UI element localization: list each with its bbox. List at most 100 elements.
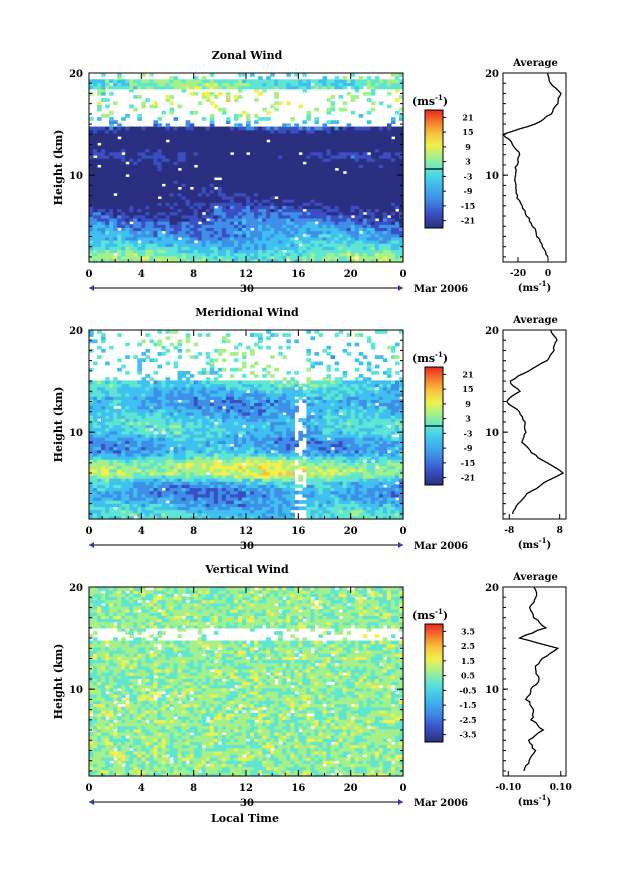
heatmap-cell <box>350 154 356 159</box>
heatmap-cell <box>177 221 183 225</box>
heatmap-cell <box>390 512 396 517</box>
heatmap-cell <box>121 249 126 254</box>
heatmap-cell <box>278 101 283 106</box>
heatmap-cell <box>213 126 219 131</box>
heatmap-cell <box>89 496 94 501</box>
heatmap-cell <box>254 98 259 102</box>
heatmap-cell <box>286 481 291 485</box>
heatmap-cell <box>282 258 287 263</box>
heatmap-cell <box>250 154 255 159</box>
heatmap-cell <box>133 170 138 175</box>
heatmap-cell <box>290 126 295 131</box>
heatmap-cell <box>149 471 155 476</box>
heatmap-cell <box>173 186 179 191</box>
heatmap-cell <box>97 189 102 194</box>
heatmap-cell <box>266 252 271 257</box>
heatmap-cell <box>109 148 114 153</box>
heatmap-cell <box>286 211 291 216</box>
heatmap-cell <box>258 79 263 84</box>
heatmap-cell <box>121 471 126 476</box>
heatmap-cell <box>322 145 328 150</box>
heatmap-cell <box>121 117 126 121</box>
heatmap-cell <box>274 199 279 203</box>
heatmap-cell <box>153 239 159 244</box>
heatmap-cell <box>350 474 356 479</box>
heatmap-cell <box>89 474 94 479</box>
heatmap-cell <box>225 208 231 213</box>
heatmap-cell <box>153 148 159 153</box>
heatmap-cell <box>262 208 267 213</box>
heatmap-cell <box>197 227 203 232</box>
heatmap-cell <box>113 167 118 172</box>
heatmap-cell <box>370 202 376 206</box>
heatmap-cell <box>189 126 195 131</box>
heatmap-cell <box>137 474 142 479</box>
heatmap-cell <box>145 481 150 485</box>
heatmap-cell <box>141 230 146 235</box>
heatmap-cell <box>274 158 279 162</box>
heatmap-cell <box>161 167 167 172</box>
heatmap-cell <box>117 173 122 178</box>
heatmap-cell <box>330 189 336 194</box>
heatmap-cell <box>141 243 146 247</box>
heatmap-cell <box>266 239 271 244</box>
heatmap-cell <box>370 252 376 257</box>
heatmap-cell <box>318 224 324 228</box>
heatmap-cell <box>169 101 175 106</box>
heatmap-cell <box>398 255 404 260</box>
heatmap-cell <box>181 211 187 216</box>
heatmap-cell <box>270 176 275 181</box>
heatmap-cell <box>113 129 118 134</box>
heatmap-cell <box>189 136 195 140</box>
heatmap-cell <box>270 164 275 169</box>
heatmap-cell <box>101 202 106 206</box>
heatmap-cell <box>121 484 126 489</box>
heatmap-cell <box>193 79 199 84</box>
heatmap-cell <box>386 506 392 511</box>
heatmap-cell <box>193 490 199 495</box>
heatmap-cell <box>398 107 404 112</box>
heatmap-cell <box>121 214 126 219</box>
heatmap-cell <box>314 117 320 121</box>
heatmap-cell <box>129 211 134 216</box>
heatmap-cell <box>330 136 336 140</box>
heatmap-cell <box>189 205 195 210</box>
heatmap-cell <box>362 246 368 250</box>
heatmap-cell <box>250 512 255 517</box>
heatmap-cell <box>209 136 215 140</box>
heatmap-cell <box>262 503 267 507</box>
heatmap-cell <box>346 496 352 501</box>
heatmap-cell <box>274 252 279 257</box>
heatmap-cell <box>390 474 396 479</box>
heatmap-cell <box>209 161 215 165</box>
heatmap-cell <box>266 110 271 115</box>
heatmap-cell <box>109 189 114 194</box>
heatmap-cell <box>213 506 219 511</box>
heatmap-cell <box>97 249 102 254</box>
heatmap-cell <box>153 139 159 143</box>
heatmap-cell <box>181 233 187 238</box>
heatmap-cell <box>105 239 110 244</box>
heatmap-cell <box>274 148 279 153</box>
heatmap-cell <box>121 176 126 181</box>
heatmap-cell <box>350 132 356 137</box>
heatmap-cell <box>161 199 167 203</box>
heatmap-cell <box>149 252 155 257</box>
heatmap-cell <box>161 186 167 191</box>
heatmap-cell <box>270 503 275 507</box>
heatmap-cell <box>358 205 364 210</box>
heatmap-cell <box>358 258 364 263</box>
heatmap-cell <box>358 246 364 250</box>
heatmap-cell <box>209 113 215 118</box>
heatmap-cell <box>205 503 211 507</box>
heatmap-cell <box>209 180 215 184</box>
heatmap-cell <box>346 506 352 511</box>
heatmap-cell <box>278 126 283 131</box>
heatmap-cell <box>169 167 175 172</box>
heatmap-cell <box>169 236 175 241</box>
heatmap-cell <box>217 509 223 514</box>
heatmap-cell <box>173 258 179 263</box>
heatmap-cell <box>189 189 195 194</box>
heatmap-cell <box>266 180 271 184</box>
heatmap-cell <box>237 500 243 504</box>
